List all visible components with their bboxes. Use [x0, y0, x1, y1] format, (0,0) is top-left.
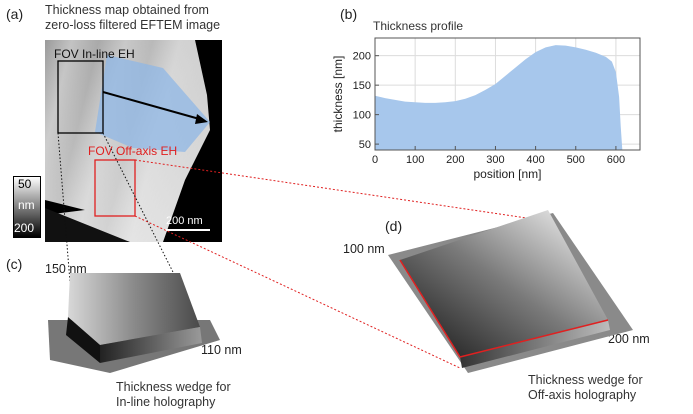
panel-c-letter: (c) — [6, 256, 23, 272]
profile-overlay-band — [95, 55, 210, 152]
wedge-c-caption: Thickness wedge for In-line holography — [116, 380, 231, 410]
fov-offaxis-label: FOV Off-axis EH — [88, 144, 178, 158]
fov-inline-label: FOV In-line EH — [54, 47, 135, 61]
thickness-profile-chart: 0 100 200 300 400 500 600 50 100 150 200 position [… — [331, 37, 641, 181]
panel-a-title: Thickness map obtained from zero-loss fi… — [45, 3, 220, 33]
fov-offaxis-box — [94, 159, 136, 217]
wedge-d-caption: Thickness wedge for Off-axis holography — [528, 373, 643, 403]
thickness-map-image — [45, 40, 222, 242]
wedge-c-caption-line2: In-line holography — [116, 395, 216, 409]
fov-inline-box — [57, 60, 104, 134]
chart-x-axis-label: position [nm] — [473, 167, 541, 181]
chart-x-tick-label: 400 — [526, 154, 544, 166]
chart-x-tick-label: 200 — [446, 154, 464, 166]
chart-y-axis-label: thickness [nm] — [331, 56, 345, 133]
chart-x-tick-label: 100 — [406, 154, 424, 166]
wedge-d-caption-line2: Off-axis holography — [528, 388, 637, 402]
chart-x-tick-label: 0 — [372, 154, 378, 166]
wedge-d-dim-right: 200 nm — [608, 332, 650, 346]
chart-title: Thickness profile — [373, 19, 464, 33]
panel-a-title-line1: Thickness map obtained from — [45, 3, 209, 17]
wedge-d-caption-line1: Thickness wedge for — [528, 373, 643, 387]
chart-y-tick-label: 200 — [353, 51, 371, 63]
wedge-c-caption-line1: Thickness wedge for — [116, 380, 231, 394]
colorbar-bottom-label: 200 — [14, 221, 35, 235]
chart-x-tick-label: 500 — [567, 154, 585, 166]
wedge-c-dim-left: 150 nm — [45, 262, 87, 276]
chart-frame — [374, 37, 641, 151]
colorbar — [13, 176, 41, 238]
wedge-c-3d-view — [48, 273, 220, 373]
colorbar-top-label: 50 — [18, 177, 32, 191]
chart-y-tick-label: 100 — [353, 110, 371, 122]
wedge-c-dim-right: 110 nm — [201, 343, 242, 357]
colorbar-unit-label: nm — [18, 198, 35, 212]
wedge-d-dim-left: 100 nm — [343, 242, 385, 256]
chart-x-tick-label: 300 — [486, 154, 504, 166]
chart-y-tick-label: 150 — [353, 80, 371, 92]
scalebar-label: 200 nm — [166, 215, 203, 227]
panel-a-title-line2: zero-loss filtered EFTEM image — [45, 18, 221, 32]
chart-y-tick-label: 50 — [359, 139, 371, 151]
panel-b-letter: (b) — [340, 6, 358, 22]
chart-area-series — [375, 45, 623, 150]
chart-x-tick-label: 600 — [607, 154, 625, 166]
panel-a-letter: (a) — [6, 6, 24, 22]
panel-d-letter: (d) — [385, 218, 403, 234]
wedge-d-3d-view — [388, 210, 633, 373]
